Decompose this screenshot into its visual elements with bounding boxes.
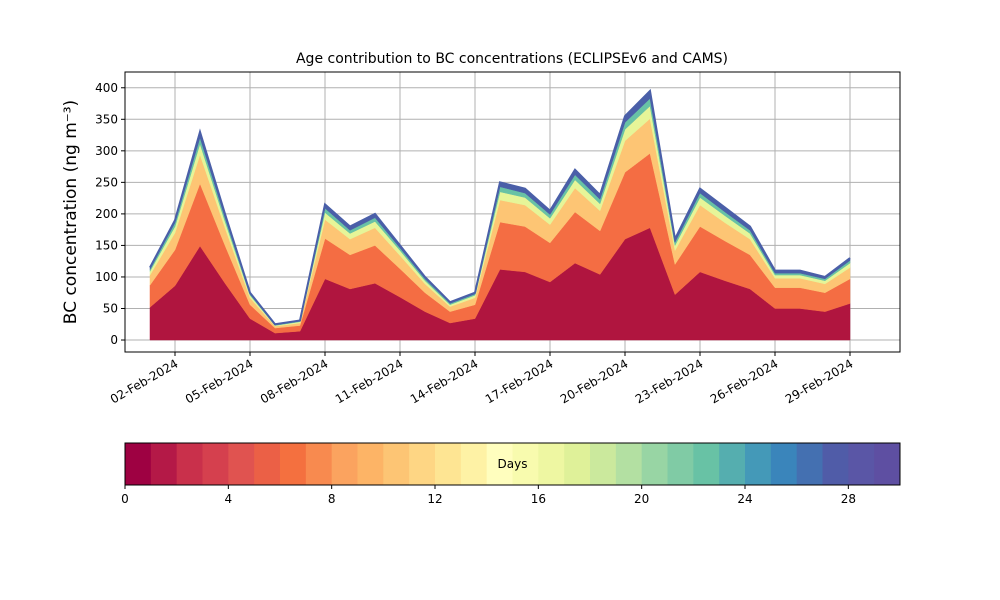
colorbar-label: Days: [498, 457, 528, 471]
colorbar-tick-label: 4: [225, 492, 233, 506]
colorbar-swatch: [874, 443, 901, 485]
x-tick-label: 17-Feb-2024: [483, 356, 556, 406]
x-tick-label: 26-Feb-2024: [708, 356, 781, 406]
colorbar-swatch: [822, 443, 849, 485]
colorbar-swatch: [357, 443, 384, 485]
colorbar-swatch: [615, 443, 643, 485]
x-tick-label: 20-Feb-2024: [558, 356, 631, 406]
axes-frame: [124, 71, 901, 353]
y-tick-label: 150: [95, 238, 118, 252]
colorbar-tick-label: 0: [121, 492, 129, 506]
colorbar-swatch: [150, 443, 178, 485]
colorbar-tick-label: 20: [634, 492, 649, 506]
y-tick-label: 300: [95, 144, 118, 158]
colorbar-swatch: [848, 443, 875, 485]
colorbar-swatch: [435, 443, 462, 485]
colorbar-swatch: [719, 443, 746, 485]
x-tick-label: 29-Feb-2024: [783, 356, 856, 406]
y-axis-label: BC concentration (ng m⁻³): [61, 100, 81, 324]
colorbar-swatch: [176, 443, 203, 485]
colorbar-swatch: [486, 443, 513, 485]
x-tick-label: 14-Feb-2024: [408, 356, 481, 406]
colorbar-swatch: [564, 443, 591, 485]
colorbar-tick-label: 16: [531, 492, 546, 506]
colorbar-swatch: [202, 443, 229, 485]
colorbar-swatch: [460, 443, 488, 485]
colorbar-swatch: [590, 443, 617, 485]
colorbar-swatch: [305, 443, 333, 485]
colorbar-tick-label: 24: [737, 492, 752, 506]
colorbar-tick-label: 12: [427, 492, 442, 506]
y-tick-label: 250: [95, 175, 118, 189]
colorbar-swatch: [331, 443, 358, 485]
x-tick-label: 08-Feb-2024: [258, 356, 331, 406]
colorbar-tick-label: 8: [328, 492, 336, 506]
colorbar-swatch: [745, 443, 772, 485]
x-tick-label: 02-Feb-2024: [108, 356, 181, 406]
top-line: [149, 88, 851, 326]
colorbar-swatch: [383, 443, 410, 485]
y-tick-label: 200: [95, 207, 118, 221]
colorbar-swatch: [280, 443, 307, 485]
chart-title: Age contribution to BC concentrations (E…: [296, 51, 728, 67]
colorbar-swatch: [125, 443, 152, 485]
colorbar-swatch: [254, 443, 281, 485]
colorbar-swatch: [667, 443, 694, 485]
colorbar-swatch: [538, 443, 565, 485]
y-tick-label: 50: [103, 301, 118, 315]
plot-area: [149, 88, 851, 341]
colorbar-swatch: [693, 443, 720, 485]
colorbar-swatch: [770, 443, 798, 485]
colorbar-frame: [124, 442, 901, 486]
colorbar-swatch: [641, 443, 668, 485]
x-tick-label: 11-Feb-2024: [333, 356, 406, 406]
colorbar-swatch: [512, 443, 539, 485]
colorbar-swatch: [796, 443, 823, 485]
colorbar-tick-label: 28: [841, 492, 856, 506]
x-tick-label: 23-Feb-2024: [633, 356, 706, 406]
colorbar-swatch: [228, 443, 255, 485]
colorbar-swatch: [409, 443, 436, 485]
y-tick-label: 350: [95, 112, 118, 126]
y-tick-label: 100: [95, 270, 118, 284]
y-tick-label: 400: [95, 81, 118, 95]
x-tick-label: 05-Feb-2024: [183, 356, 256, 406]
y-tick-label: 0: [110, 333, 118, 347]
